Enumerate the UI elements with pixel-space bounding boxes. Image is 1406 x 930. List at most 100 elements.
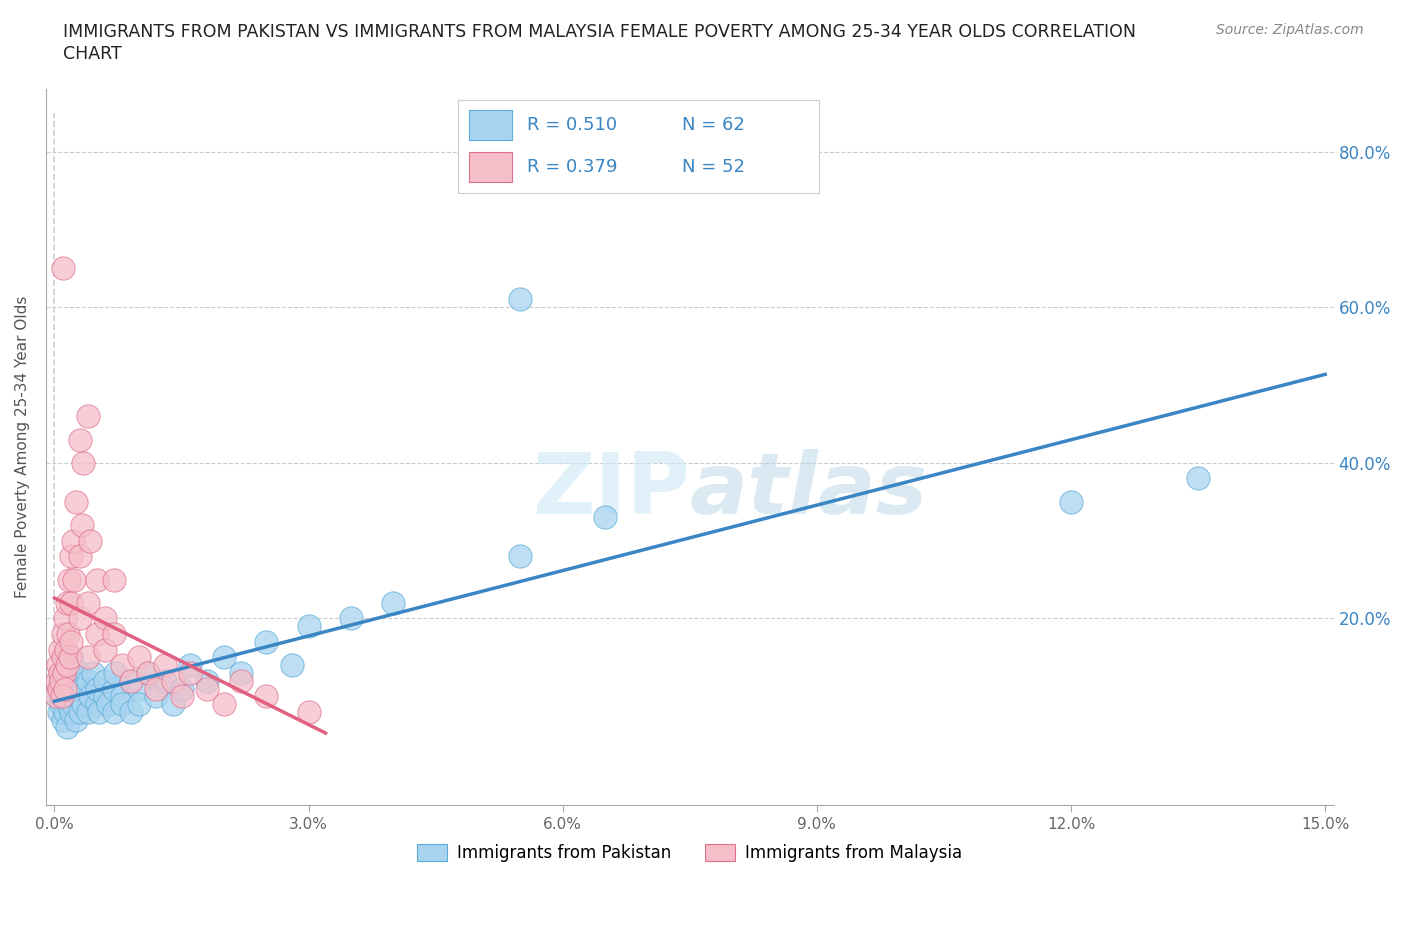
Point — [254, 689, 277, 704]
Point — [195, 673, 218, 688]
Text: atlas: atlas — [690, 449, 928, 532]
Point — [48, 704, 70, 719]
Point — [55, 704, 77, 719]
Point — [77, 673, 100, 688]
Point — [94, 689, 117, 704]
Point — [103, 627, 125, 642]
Point — [128, 650, 150, 665]
Point — [62, 533, 84, 548]
Text: IMMIGRANTS FROM PAKISTAN VS IMMIGRANTS FROM MALAYSIA FEMALE POVERTY AMONG 25-34 : IMMIGRANTS FROM PAKISTAN VS IMMIGRANTS F… — [63, 23, 1136, 41]
Point — [48, 666, 70, 681]
Point — [48, 681, 70, 696]
Point — [77, 704, 100, 719]
Text: Source: ZipAtlas.com: Source: ZipAtlas.com — [1216, 23, 1364, 37]
Point — [509, 292, 531, 307]
Point — [153, 658, 176, 672]
Point — [60, 704, 83, 719]
Point — [86, 681, 108, 696]
Point — [49, 673, 72, 688]
Point — [229, 666, 252, 681]
Point — [52, 650, 75, 665]
Point — [170, 681, 193, 696]
Point — [77, 595, 100, 610]
Point — [49, 643, 72, 658]
Point — [162, 673, 184, 688]
Point — [69, 704, 91, 719]
Point — [69, 666, 91, 681]
Point — [111, 697, 134, 711]
Point — [89, 704, 111, 719]
Point — [69, 549, 91, 564]
Point — [55, 643, 77, 658]
Point — [111, 658, 134, 672]
Point — [128, 681, 150, 696]
Point — [72, 456, 94, 471]
Point — [60, 634, 83, 649]
Point — [94, 643, 117, 658]
Point — [136, 666, 159, 681]
Point — [94, 611, 117, 626]
Point — [70, 681, 93, 696]
Point — [86, 627, 108, 642]
Point — [212, 697, 235, 711]
Point — [120, 673, 142, 688]
Point — [62, 697, 84, 711]
Point — [52, 261, 75, 276]
Point — [79, 533, 101, 548]
Point — [46, 673, 69, 688]
Point — [69, 689, 91, 704]
Point — [170, 689, 193, 704]
Point — [382, 595, 405, 610]
Point — [86, 572, 108, 587]
Point — [82, 666, 104, 681]
Point — [136, 666, 159, 681]
Point — [593, 510, 616, 525]
Point — [254, 634, 277, 649]
Point — [52, 627, 75, 642]
Point — [120, 673, 142, 688]
Point — [56, 720, 79, 735]
Point — [195, 681, 218, 696]
Y-axis label: Female Poverty Among 25-34 Year Olds: Female Poverty Among 25-34 Year Olds — [15, 296, 30, 599]
Point — [212, 650, 235, 665]
Point — [77, 409, 100, 424]
Point — [86, 697, 108, 711]
Point — [297, 618, 319, 633]
Point — [103, 681, 125, 696]
Point — [340, 611, 363, 626]
Point — [60, 650, 83, 665]
Point — [51, 697, 73, 711]
Point — [77, 650, 100, 665]
Point — [63, 681, 86, 696]
Point — [46, 658, 69, 672]
Point — [56, 697, 79, 711]
Point — [120, 704, 142, 719]
Point — [65, 495, 87, 510]
Point — [53, 681, 76, 696]
Point — [55, 611, 77, 626]
Point — [297, 704, 319, 719]
Point — [56, 595, 79, 610]
Point — [69, 611, 91, 626]
Point — [94, 673, 117, 688]
Point — [103, 704, 125, 719]
Point — [45, 689, 67, 704]
Text: CHART: CHART — [63, 45, 122, 62]
Point — [52, 681, 75, 696]
Point — [79, 689, 101, 704]
Point — [72, 697, 94, 711]
Point — [56, 627, 79, 642]
Point — [179, 658, 201, 672]
Point — [59, 650, 82, 665]
Point — [1060, 495, 1083, 510]
Point — [58, 658, 80, 672]
Point — [1187, 471, 1209, 485]
Point — [111, 689, 134, 704]
Point — [229, 673, 252, 688]
Point — [46, 689, 69, 704]
Point — [65, 712, 87, 727]
Point — [51, 689, 73, 704]
Point — [52, 666, 75, 681]
Point — [509, 549, 531, 564]
Point — [104, 666, 127, 681]
